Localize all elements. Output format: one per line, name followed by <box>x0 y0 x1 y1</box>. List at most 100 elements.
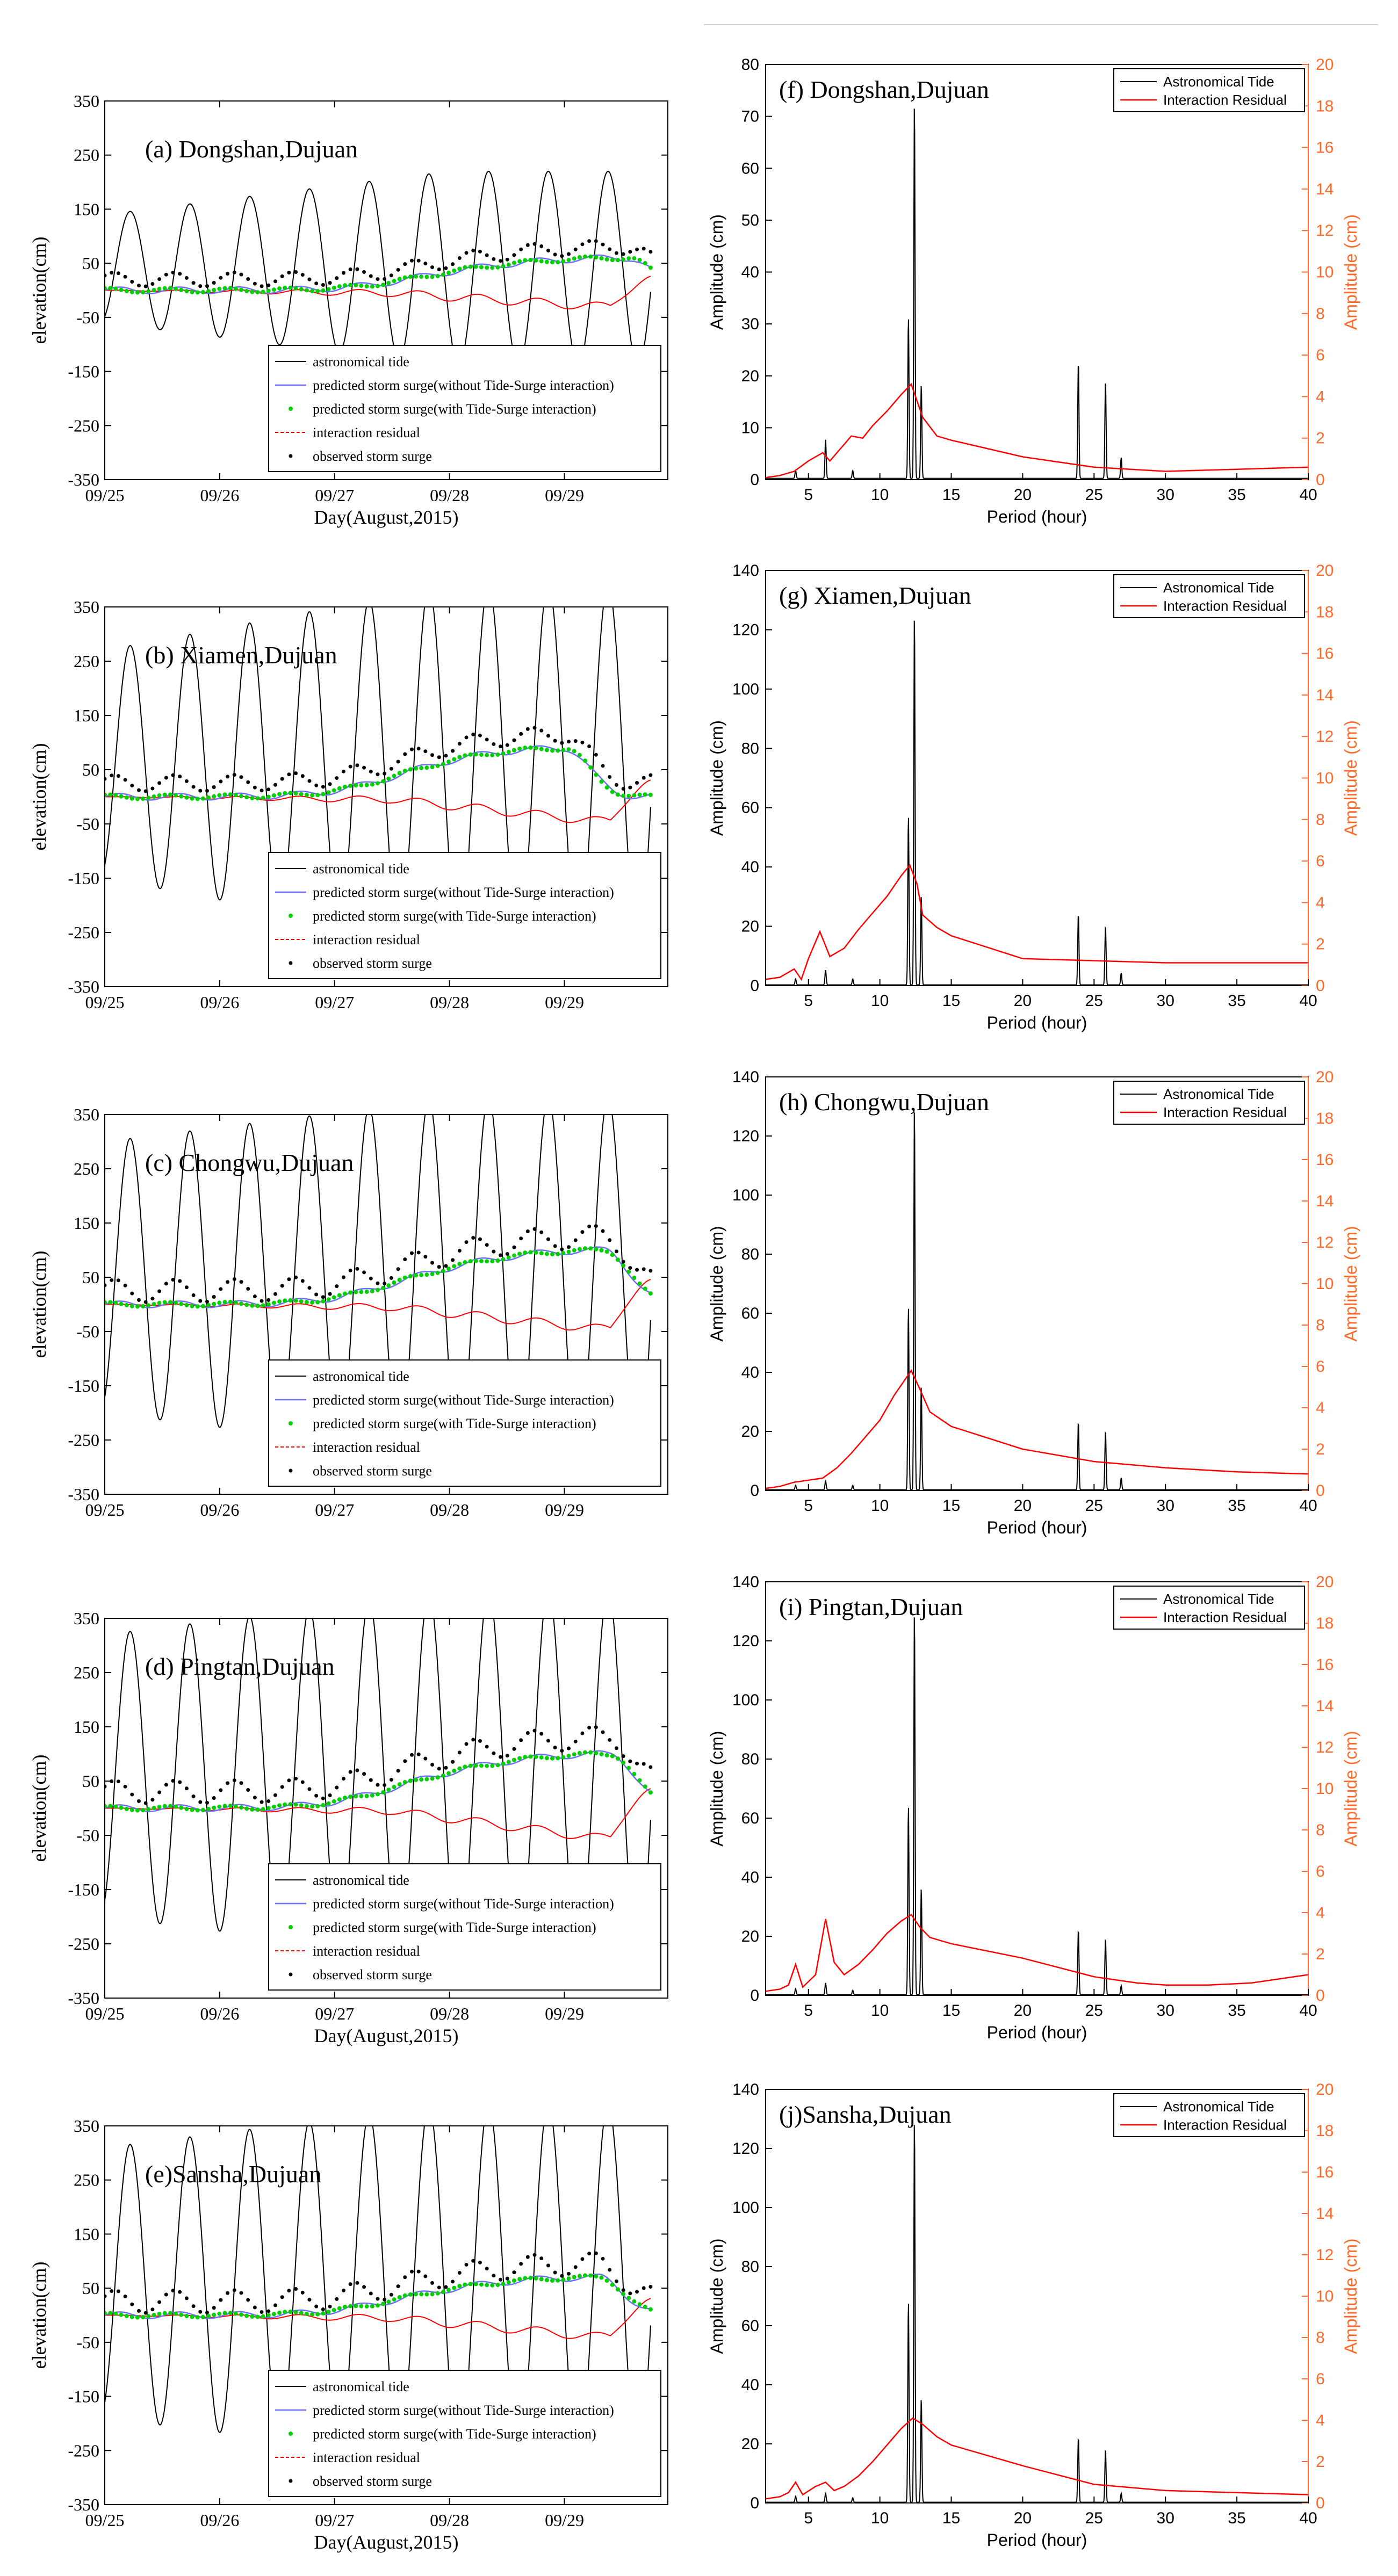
point-observed <box>546 249 550 253</box>
legend-label: interaction residual <box>313 1439 420 1455</box>
point-observed <box>355 1267 359 1271</box>
point-predicted-with <box>610 1754 615 1759</box>
point-predicted-with <box>233 1300 238 1305</box>
point-observed <box>171 270 175 274</box>
point-observed <box>307 779 312 783</box>
point-observed <box>444 1765 448 1770</box>
point-predicted-with <box>577 2274 582 2278</box>
point-predicted-with <box>261 290 265 294</box>
point-predicted-with <box>321 288 326 293</box>
point-predicted-with <box>184 1303 189 1307</box>
x-axis-label: Period (hour) <box>987 507 1087 526</box>
point-predicted-with <box>506 750 511 755</box>
y-tick-label: 350 <box>74 2116 99 2136</box>
point-predicted-with <box>337 284 342 289</box>
point-observed <box>116 1278 120 1283</box>
x-axis-label: Period (hour) <box>987 1518 1087 1537</box>
point-predicted-with <box>430 2292 435 2297</box>
point-predicted-with <box>408 767 413 772</box>
point-predicted-with <box>244 2313 249 2318</box>
y-right-tick-label: 12 <box>1316 1234 1334 1251</box>
x-tick-label: 09/27 <box>315 2510 354 2530</box>
y-right-tick-label: 14 <box>1316 180 1334 198</box>
point-predicted-with <box>550 2278 555 2283</box>
point-predicted-with <box>283 1298 287 1303</box>
y-left-tick-label: 0 <box>750 471 759 489</box>
point-predicted-with <box>195 290 200 295</box>
point-predicted-with <box>375 781 380 786</box>
y-tick-label: -350 <box>68 977 99 996</box>
y-left-tick-label: 20 <box>741 2435 759 2453</box>
point-predicted-with <box>479 2282 484 2287</box>
x-tick-label: 25 <box>1085 486 1103 504</box>
y-tick-label: -150 <box>68 1376 99 1395</box>
point-observed <box>573 1238 578 1242</box>
point-predicted-with <box>528 745 533 750</box>
x-tick-label: 09/25 <box>85 993 125 1012</box>
series-astronomical-tide <box>766 2125 1308 2503</box>
point-observed <box>280 777 284 781</box>
point-observed <box>314 2304 319 2309</box>
point-predicted-with <box>293 1298 298 1303</box>
y-right-tick-label: 20 <box>1316 56 1334 74</box>
point-predicted-with <box>299 2311 304 2315</box>
point-predicted-with <box>408 2292 413 2297</box>
y-right-tick-label: 4 <box>1316 1399 1325 1417</box>
y-tick-label: -150 <box>68 869 99 888</box>
point-predicted-with <box>174 2311 178 2316</box>
point-observed <box>105 777 107 781</box>
point-predicted-with <box>119 287 124 292</box>
point-predicted-with <box>141 796 146 801</box>
point-observed <box>287 2289 291 2293</box>
point-predicted-with <box>452 757 457 762</box>
point-predicted-with <box>490 1763 495 1768</box>
point-observed <box>471 2259 475 2263</box>
y-left-tick-label: 60 <box>741 2317 759 2335</box>
point-predicted-with <box>392 279 397 284</box>
point-predicted-with <box>572 1752 577 1757</box>
point-predicted-with <box>468 752 473 757</box>
point-predicted-with <box>277 286 282 291</box>
point-predicted-with <box>408 1778 413 1783</box>
point-predicted-with <box>250 2314 255 2319</box>
point-observed <box>471 1738 475 1742</box>
point-predicted-with <box>490 2283 495 2288</box>
y-tick-label: 350 <box>74 91 99 111</box>
point-predicted-with <box>119 794 124 799</box>
point-observed <box>212 280 216 285</box>
point-observed <box>307 1787 312 1791</box>
point-observed <box>376 2297 380 2301</box>
point-predicted-with <box>511 261 516 265</box>
x-tick-label: 20 <box>1014 1497 1032 1515</box>
point-predicted-with <box>157 793 162 798</box>
point-observed <box>608 775 612 779</box>
point-observed <box>512 253 516 257</box>
y-right-tick-label: 8 <box>1316 1821 1325 1839</box>
point-predicted-with <box>632 1771 637 1776</box>
point-predicted-with <box>414 2292 419 2297</box>
x-tick-label: 25 <box>1085 2002 1103 2020</box>
point-observed <box>164 2292 168 2297</box>
y-left-tick-label: 0 <box>750 1482 759 1500</box>
legend-label: Astronomical Tide <box>1163 1086 1274 1102</box>
x-tick-label: 15 <box>942 992 960 1010</box>
y-right-tick-label: 6 <box>1316 1863 1325 1880</box>
panel-a: -350 -250 -150 -50 50 150 250 350 09/25 09/26 09/2… <box>28 91 668 528</box>
point-observed <box>478 1237 482 1241</box>
y-left-tick-label: 100 <box>732 1186 759 1204</box>
point-observed <box>519 1236 523 1241</box>
point-predicted-with <box>441 2290 445 2295</box>
point-predicted-with <box>105 1300 107 1305</box>
point-observed <box>396 759 400 764</box>
point-observed <box>471 732 475 736</box>
panel-title: (h) Chongwu,Dujuan <box>779 1088 989 1116</box>
point-predicted-with <box>277 792 282 797</box>
point-observed <box>260 788 264 793</box>
point-predicted-with <box>315 1804 320 1808</box>
legend-label: Interaction Residual <box>1163 598 1287 614</box>
point-predicted-with <box>239 794 243 799</box>
y-right-axis-label: Amplitude (cm) <box>1341 1731 1360 1846</box>
y-right-tick-label: 2 <box>1316 1441 1325 1458</box>
point-predicted-with <box>468 1259 473 1264</box>
y-right-axis-label: Amplitude (cm) <box>1341 214 1360 330</box>
